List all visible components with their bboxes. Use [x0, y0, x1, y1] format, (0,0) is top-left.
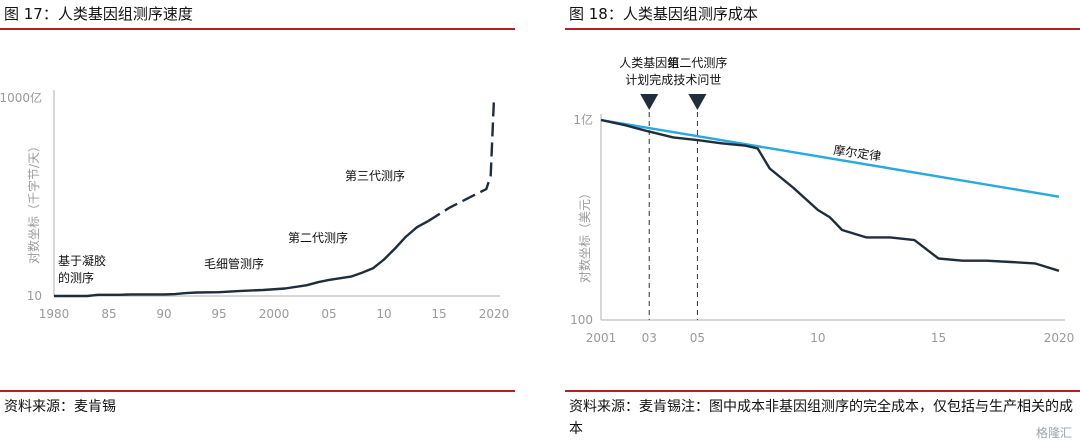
- right-figure-panel: 图 18：人类基因组测序成本 1亿 100 2001 03 05 10 15 2020 对数坐标…: [565, 0, 1080, 447]
- source-divider: [565, 390, 1080, 392]
- y-tick-label: 100: [570, 313, 593, 327]
- series-line-actual-cost: [600, 118, 1060, 272]
- y-axis-label: 对数坐标（千字节/天）: [26, 140, 41, 264]
- x-tick-label: 2020: [479, 307, 510, 321]
- watermark-logo: 格隆汇: [1035, 426, 1072, 440]
- title-divider: [565, 28, 1080, 30]
- event-marker-label: 技术问世: [673, 73, 721, 87]
- annotation-label: 的测序: [58, 270, 94, 285]
- x-tick-label: 10: [376, 307, 391, 321]
- y-tick-label: 1000亿: [0, 90, 42, 105]
- x-tick-label: 95: [211, 307, 226, 321]
- sequencing-speed-chart: 10 1000亿 1980 85 90 95 2000 05 10 15 2020 对数坐标（千字节/…: [0, 90, 510, 321]
- series-line-moores-law: [600, 118, 1060, 198]
- x-tick-label: 05: [690, 331, 705, 345]
- title-divider: [0, 28, 515, 30]
- event-marker-triangle: [640, 94, 659, 110]
- left-figure-panel: 图 17：人类基因组测序速度 10 1000亿 1980 85 90 95 2000 05 10…: [0, 0, 515, 447]
- figure-18-source: 资料来源：麦肯锡注：图中成本非基因组测序的完全成本，仅包括与生产相关的成本: [569, 399, 1073, 437]
- figure-17-source: 资料来源：麦肯锡: [4, 399, 116, 415]
- annotation-label: 毛细管测序: [204, 256, 264, 271]
- event-marker-label: 人类基因组: [619, 56, 679, 70]
- x-tick-label: 15: [431, 307, 446, 321]
- x-tick-label: 03: [642, 331, 657, 345]
- series-line-actual: [54, 220, 429, 298]
- y-tick-label: 10: [27, 289, 42, 303]
- x-tick-label: 2001: [586, 331, 617, 345]
- y-tick-label: 1亿: [573, 112, 593, 127]
- series-line-projected: [427, 97, 496, 223]
- x-tick-label: 2000: [259, 307, 290, 321]
- moores-law-label: 摩尔定律: [833, 142, 883, 164]
- annotation-label: 基于凝胶: [58, 253, 106, 268]
- figure-17-title: 图 17：人类基因组测序速度: [4, 5, 193, 23]
- x-tick-label: 2020: [1044, 331, 1075, 345]
- x-tick-label: 15: [931, 331, 946, 345]
- event-marker-label: 第二代测序: [667, 55, 727, 70]
- y-axis-label: 对数坐标（美元）: [577, 187, 592, 283]
- annotation-label: 第三代测序: [345, 168, 405, 183]
- x-tick-label: 05: [321, 307, 336, 321]
- x-tick-label: 1980: [39, 307, 70, 321]
- figure-18-title: 图 18：人类基因组测序成本: [569, 5, 758, 23]
- annotation-label: 第二代测序: [288, 230, 348, 245]
- event-marker-triangle: [688, 94, 707, 110]
- x-tick-label: 90: [156, 307, 171, 321]
- source-divider: [0, 390, 515, 392]
- x-tick-label: 85: [101, 307, 116, 321]
- x-tick-label: 10: [810, 331, 825, 345]
- event-marker-label: 计划完成: [625, 72, 673, 87]
